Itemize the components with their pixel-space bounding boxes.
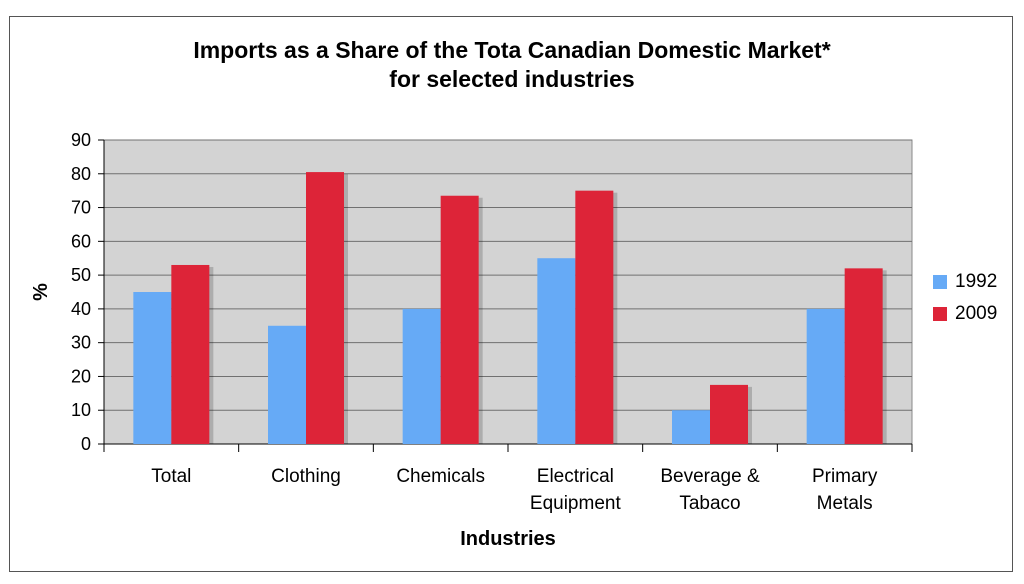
chart-title-line-2: for selected industries [389,66,635,92]
bar-2009-5 [844,268,883,444]
y-tick-label-30: 30 [71,333,91,353]
x-tick-label-3-0: Electrical [537,466,614,487]
x-tick-label-0-0: Total [151,466,191,487]
bar-1992-4 [672,410,710,444]
y-tick-label-70: 70 [71,198,91,218]
legend: 1992 2009 [933,266,997,330]
bar-1992-2 [402,308,441,444]
chart-title: Imports as a Share of the Tota Canadian … [0,36,1024,94]
x-tick-label-1-0: Clothing [271,466,341,487]
x-tick-label-2-0: Chemicals [396,466,485,487]
bar-1992-0 [133,292,172,444]
bar-1992-5 [806,308,845,444]
y-tick-label-0: 0 [81,434,91,454]
legend-label-2009: 2009 [955,303,998,324]
legend-swatch-1992 [933,275,947,289]
x-tick-label-4-0: Beverage & [660,466,760,487]
bar-2009-3 [575,190,614,444]
y-tick-label-90: 90 [71,130,91,150]
x-axis-label: Industries [460,528,556,550]
y-tick-label-40: 40 [71,299,91,319]
x-tick-label-4-1: Tabaco [679,493,740,514]
y-tick-label-50: 50 [71,265,91,285]
x-tick-label-5-0: Primary [812,466,878,487]
y-tick-label-80: 80 [71,164,91,184]
legend-label-1992: 1992 [955,271,998,292]
bar-2009-0 [171,264,210,444]
bar-2009-4 [710,384,748,444]
plot-area [103,139,913,445]
bar-1992-3 [537,258,576,444]
y-tick-label-20: 20 [71,366,91,386]
x-tick-label-3-1: Equipment [530,493,622,514]
x-tick-label-5-1: Metals [817,493,873,514]
bar-2009-2 [440,195,479,444]
legend-item-1992: 1992 [933,266,997,298]
legend-item-2009: 2009 [933,298,997,330]
bar-2009-1 [306,172,344,445]
chart-title-line-1: Imports as a Share of the Tota Canadian … [193,37,831,63]
y-axis-label: % [30,283,52,301]
bar-1992-1 [268,325,306,444]
y-tick-label-60: 60 [71,231,91,251]
y-tick-label-10: 10 [71,400,91,420]
legend-swatch-2009 [933,307,947,321]
